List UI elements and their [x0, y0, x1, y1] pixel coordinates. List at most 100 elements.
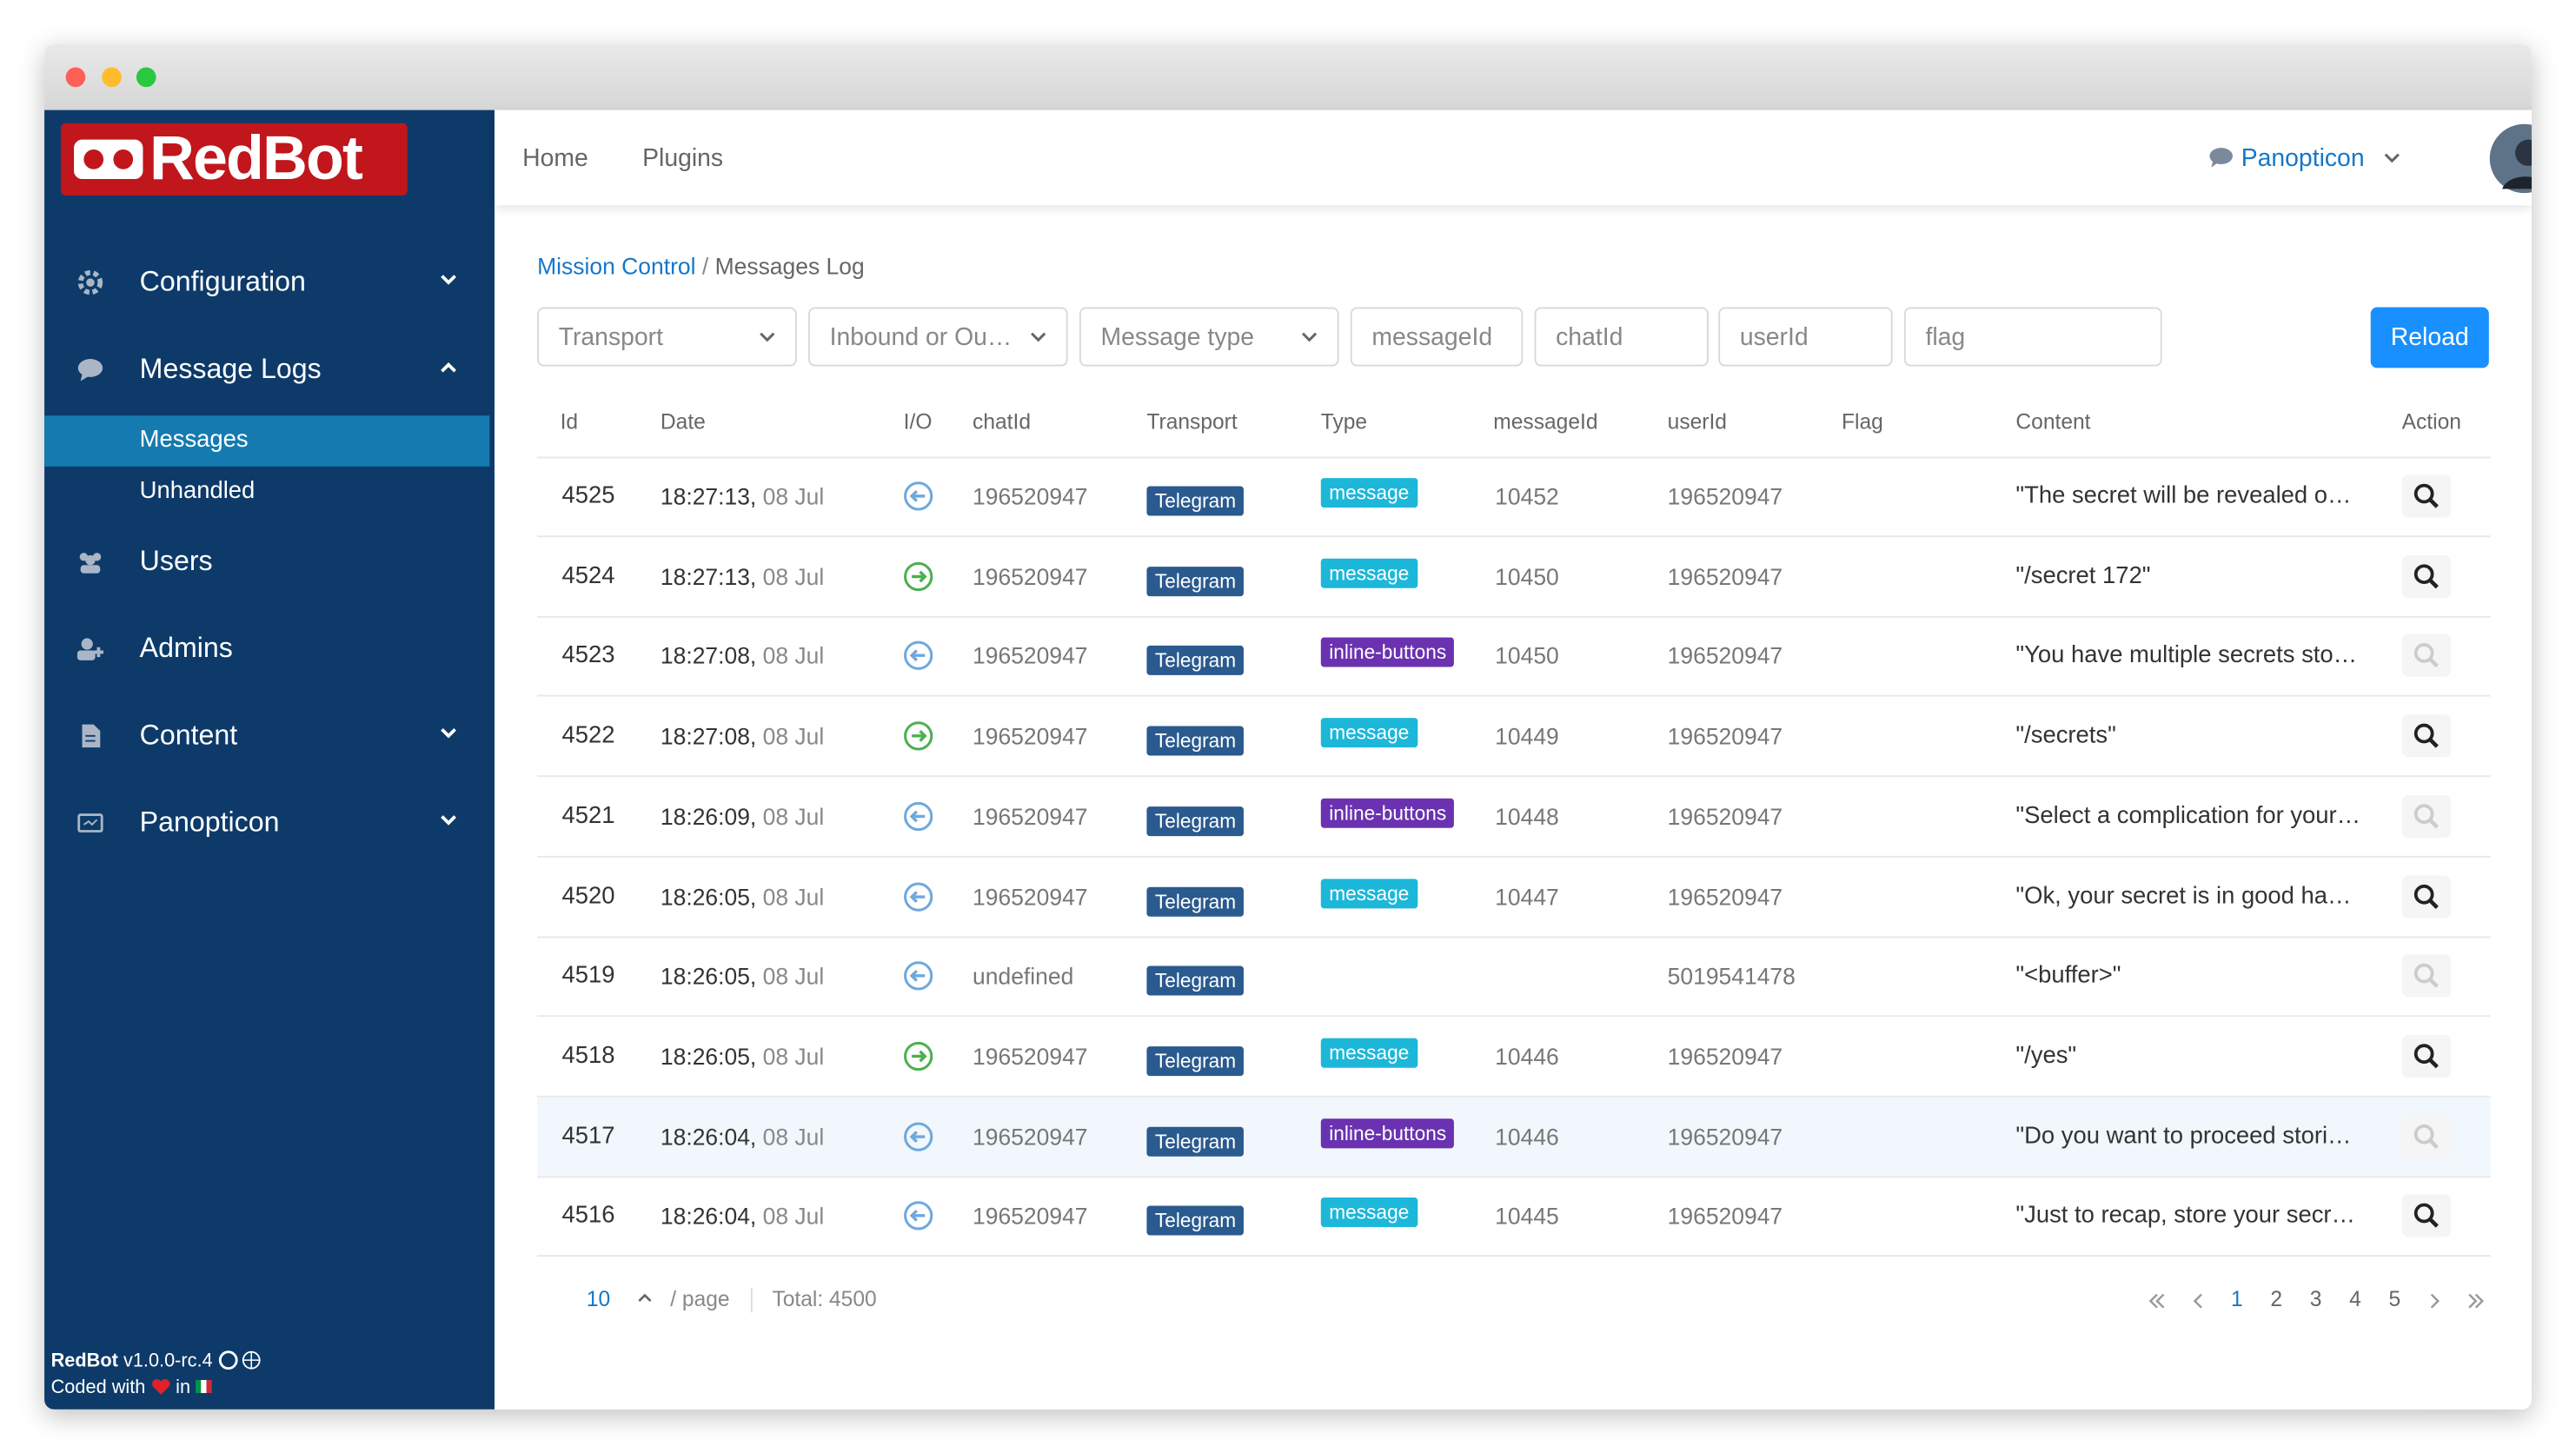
cell-date: 18:27:08, 08 Jul — [661, 697, 824, 776]
type-tag: message — [1321, 718, 1417, 747]
search-icon — [2413, 1043, 2440, 1069]
minimize-button[interactable] — [102, 68, 122, 88]
close-button[interactable] — [66, 68, 86, 88]
view-button[interactable] — [2402, 634, 2452, 677]
page-number[interactable]: 2 — [2270, 1286, 2282, 1310]
menu-item[interactable]: Message Logs — [44, 342, 495, 397]
per-page-label: / page — [670, 1286, 729, 1310]
page-number[interactable]: 4 — [2349, 1286, 2361, 1310]
logo[interactable]: RedBot — [61, 123, 408, 196]
table-row: 451818:26:05, 08 Jul196520947Telegrammes… — [537, 1017, 2491, 1098]
transport-tag: Telegram — [1146, 806, 1244, 836]
type-tag: inline-buttons — [1321, 1118, 1455, 1148]
menu-item[interactable]: Configuration — [44, 255, 495, 310]
panopticon-icon — [77, 810, 103, 836]
sidebar: RedBot Configuration Message Logs Messag… — [44, 110, 495, 1410]
page-number[interactable]: 5 — [2389, 1286, 2401, 1310]
column-header: Date — [661, 409, 706, 434]
submenu-label: Messages — [140, 415, 249, 467]
menu-item[interactable]: Panopticon — [44, 795, 495, 851]
view-button[interactable] — [2402, 474, 2452, 517]
maximize-button[interactable] — [136, 68, 156, 88]
column-header: Type — [1321, 409, 1367, 434]
search-icon — [2413, 1123, 2440, 1149]
view-button[interactable] — [2402, 955, 2452, 998]
time: 18:26:05, — [661, 963, 756, 989]
table-row: 452318:27:08, 08 Jul196520947Telegraminl… — [537, 617, 2491, 698]
table-row: 452218:27:08, 08 Jul196520947Telegrammes… — [537, 697, 2491, 778]
cell-content: "Select a complication for your… — [2015, 777, 2360, 856]
search-icon — [2413, 883, 2440, 909]
inbound-icon — [904, 961, 933, 991]
cell-content: "The secret will be revealed o… — [2015, 457, 2351, 536]
menu-label: Admins — [140, 621, 233, 677]
search-icon — [2413, 483, 2440, 509]
view-button[interactable] — [2402, 1115, 2452, 1158]
time: 18:27:13, — [661, 563, 756, 589]
cell-chat-id: 196520947 — [973, 1177, 1087, 1256]
page-number[interactable]: 3 — [2310, 1286, 2322, 1310]
cell-chat-id: 196520947 — [973, 777, 1087, 856]
menu-label: Configuration — [140, 255, 306, 310]
cell-date: 18:27:13, 08 Jul — [661, 457, 824, 536]
menu-label: Content — [140, 708, 238, 764]
cell-content: "/yes" — [2015, 1017, 2076, 1096]
cell-chat-id: 196520947 — [973, 1097, 1087, 1176]
cell-user-id: 196520947 — [1668, 1017, 1783, 1096]
menu-item[interactable]: Content — [44, 708, 495, 764]
avatar[interactable] — [2489, 123, 2532, 194]
chevron — [441, 727, 457, 740]
transport-tag: Telegram — [1146, 966, 1244, 996]
table-row: 452118:26:09, 08 Jul196520947Telegraminl… — [537, 777, 2491, 858]
chevron — [441, 275, 457, 288]
prev-page — [2188, 1291, 2208, 1311]
chat-icon — [77, 356, 103, 382]
view-button[interactable] — [2402, 1035, 2452, 1078]
menu-item[interactable]: Users — [44, 534, 495, 589]
inbound-icon — [904, 641, 933, 671]
footer-coded: Coded with — [51, 1378, 146, 1398]
column-header: userId — [1668, 409, 1727, 434]
view-button[interactable] — [2402, 554, 2452, 597]
page-size[interactable]: 10 — [587, 1286, 610, 1310]
menu-item[interactable]: Admins — [44, 621, 495, 677]
total: Total: 4500 — [772, 1286, 876, 1310]
view-button[interactable] — [2402, 1195, 2452, 1237]
time: 18:26:05, — [661, 1043, 756, 1069]
search-icon — [2413, 803, 2440, 829]
chevron — [441, 362, 457, 375]
page-size-caret[interactable] — [637, 1293, 652, 1303]
date: 08 Jul — [763, 1203, 825, 1229]
time: 18:26:09, — [661, 803, 756, 829]
cell-user-id: 196520947 — [1668, 697, 1783, 776]
view-button[interactable] — [2402, 875, 2452, 918]
transport-tag: Telegram — [1146, 726, 1244, 756]
cell-message-id: 10448 — [1495, 777, 1559, 856]
cell-date: 18:26:05, 08 Jul — [661, 937, 824, 1016]
date: 08 Jul — [763, 1123, 825, 1149]
transport-tag: Telegram — [1146, 1206, 1244, 1236]
submenu-item-active[interactable]: Messages — [44, 415, 489, 467]
submenu-item[interactable]: Unhandled — [44, 467, 489, 518]
footer-icons[interactable] — [218, 1350, 264, 1370]
view-button[interactable] — [2402, 795, 2452, 838]
column-header: Transport — [1146, 409, 1237, 434]
time: 18:26:04, — [661, 1203, 756, 1229]
type-tag: message — [1321, 878, 1417, 907]
cell-user-id: 196520947 — [1668, 1177, 1783, 1256]
date: 08 Jul — [763, 803, 825, 829]
table-row: 451718:26:04, 08 Jul196520947Telegraminl… — [537, 1097, 2491, 1178]
type-tag: message — [1321, 1038, 1417, 1067]
date: 08 Jul — [763, 1043, 825, 1069]
flag-icon — [196, 1380, 212, 1393]
content-icon — [77, 723, 103, 749]
column-header: Content — [2015, 409, 2090, 434]
cell-chat-id: 196520947 — [973, 857, 1087, 936]
cell-id: 4516 — [561, 1177, 614, 1256]
page-number[interactable]: 1 — [2231, 1286, 2243, 1310]
view-button[interactable] — [2402, 714, 2452, 757]
time: 18:27:08, — [661, 723, 756, 749]
cell-date: 18:26:09, 08 Jul — [661, 777, 824, 856]
transport-tag: Telegram — [1146, 886, 1244, 916]
